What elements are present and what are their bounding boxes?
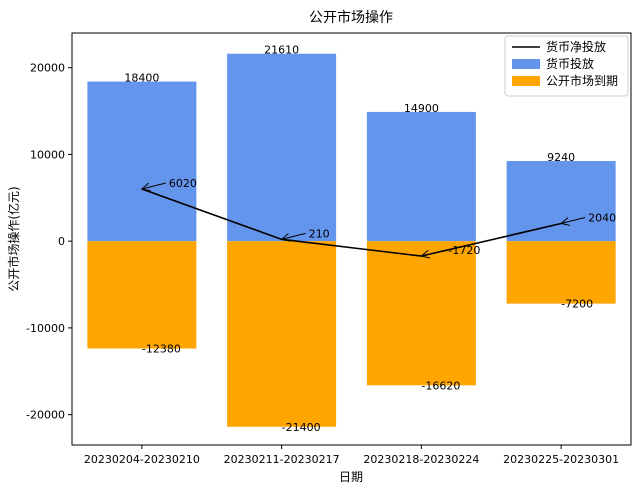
injection-value-label: 18400 bbox=[124, 72, 159, 85]
net-annotation-arrow bbox=[561, 216, 586, 224]
bar-maturity bbox=[87, 241, 197, 349]
injection-value-label: 21610 bbox=[264, 44, 299, 57]
y-axis-label: 公开市场操作(亿元) bbox=[6, 186, 21, 291]
bar-maturity bbox=[366, 241, 476, 386]
x-tick-label: 20230204-20230210 bbox=[84, 453, 200, 466]
legend-label-maturity: 公开市场到期 bbox=[546, 73, 618, 88]
net-value-label: 6020 bbox=[169, 177, 197, 190]
x-tick-label: 20230218-20230224 bbox=[363, 453, 479, 466]
net-annotation-arrowhead bbox=[140, 182, 151, 192]
net-value-label: 210 bbox=[309, 227, 330, 240]
chart-title: 公开市场操作 bbox=[309, 9, 393, 26]
injection-value-label: 14900 bbox=[404, 102, 439, 115]
net-annotation-arrowhead bbox=[560, 217, 570, 226]
net-annotation-arrowhead bbox=[280, 233, 291, 242]
plot-frame bbox=[71, 32, 632, 446]
y-tick-label: 10000 bbox=[30, 148, 65, 161]
maturity-value-label: -21400 bbox=[282, 421, 321, 434]
y-tick-label: -20000 bbox=[26, 409, 65, 422]
bar-injection bbox=[366, 111, 476, 242]
maturity-value-label: -16620 bbox=[421, 379, 460, 392]
bar-maturity bbox=[227, 241, 337, 427]
injection-value-label: 9240 bbox=[547, 151, 575, 164]
legend-swatch-maturity bbox=[512, 76, 540, 86]
maturity-value-label: -7200 bbox=[561, 298, 593, 311]
legend-swatch-injection bbox=[512, 59, 540, 69]
bar-maturity bbox=[506, 241, 616, 304]
net-annotation-arrow bbox=[281, 232, 306, 240]
y-tick-label: 20000 bbox=[30, 62, 65, 75]
legend: 货币净投放 货币投放 公开市场到期 bbox=[504, 35, 629, 97]
net-annotation-arrowhead bbox=[420, 249, 431, 259]
x-axis-label: 日期 bbox=[339, 470, 363, 484]
net-value-label: -1720 bbox=[448, 244, 480, 257]
y-tick-label: -10000 bbox=[26, 322, 65, 335]
maturity-value-label: -12380 bbox=[142, 343, 181, 356]
net-annotation-arrow bbox=[141, 182, 166, 190]
y-tick-label: 0 bbox=[58, 235, 65, 248]
net-annotation-arrow bbox=[421, 249, 446, 257]
x-tick-label: 20230211-20230217 bbox=[224, 453, 340, 466]
legend-label-net: 货币净投放 bbox=[546, 39, 606, 54]
x-tick-label: 20230225-20230301 bbox=[503, 453, 619, 466]
net-value-label: 2040 bbox=[588, 211, 616, 224]
net-injection-line bbox=[141, 188, 562, 257]
bar-injection bbox=[506, 161, 616, 242]
legend-label-injection: 货币投放 bbox=[546, 56, 594, 71]
bar-injection bbox=[227, 53, 337, 242]
bar-injection bbox=[87, 81, 197, 242]
